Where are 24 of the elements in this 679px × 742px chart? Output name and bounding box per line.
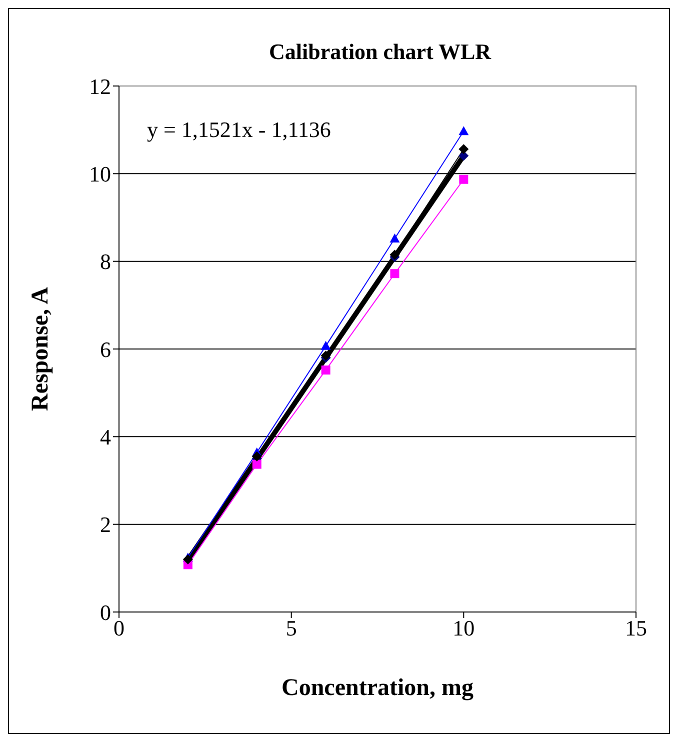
x-axis-title: Concentration, mg	[282, 675, 474, 701]
point	[459, 174, 468, 184]
point	[321, 366, 330, 375]
point	[252, 460, 262, 469]
point	[390, 234, 400, 243]
y-axis-title: Response, A	[28, 286, 54, 412]
x-tick-label: 10	[452, 616, 475, 641]
chart-title: Calibration chart WLR	[269, 39, 492, 65]
point	[390, 269, 400, 278]
point	[252, 451, 262, 462]
point	[182, 554, 193, 564]
y-tick-label: 12	[89, 74, 111, 99]
y-tick-label: 6	[100, 336, 111, 362]
x-tick-label: 5	[286, 616, 297, 641]
y-tick-label: 8	[100, 249, 111, 274]
point	[458, 144, 469, 154]
point	[458, 126, 469, 136]
y-tick-label: 0	[100, 600, 111, 625]
y-tick-label: 2	[100, 512, 111, 538]
y-tick-label: 4	[100, 424, 111, 450]
point	[320, 340, 331, 350]
annotation: y = 1,1521x - 1,1136	[147, 117, 331, 143]
y-tick-label: 10	[89, 161, 111, 186]
x-tick-label: 15	[625, 616, 647, 641]
